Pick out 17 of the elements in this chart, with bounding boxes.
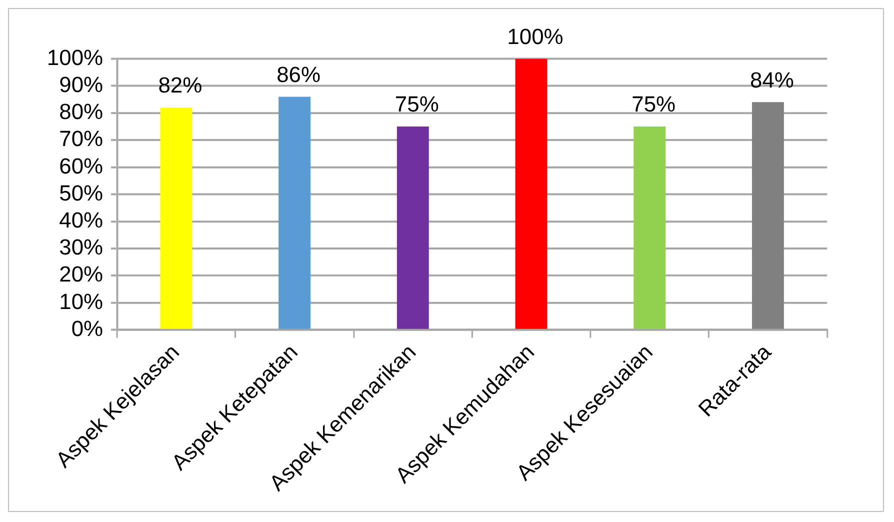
y-tick-label: 10% xyxy=(59,288,104,314)
y-tick-label: 30% xyxy=(59,234,104,260)
y-tick-label: 70% xyxy=(59,126,104,152)
data-label: 84% xyxy=(750,67,794,92)
data-label: 75% xyxy=(632,92,676,117)
y-tick-label: 90% xyxy=(59,72,104,97)
data-label: 75% xyxy=(394,92,439,117)
y-tick-label: 20% xyxy=(59,262,104,287)
y-tick-label: 0% xyxy=(71,316,104,341)
data-label: 82% xyxy=(158,72,202,98)
y-tick-label: 60% xyxy=(59,153,104,178)
data-label: 86% xyxy=(276,62,320,87)
y-tick-label: 40% xyxy=(59,207,104,232)
y-tick-label: 50% xyxy=(59,180,104,206)
y-tick-label: 100% xyxy=(46,44,104,70)
y-tick-label: 80% xyxy=(59,99,104,124)
data-label: 100% xyxy=(507,24,564,49)
